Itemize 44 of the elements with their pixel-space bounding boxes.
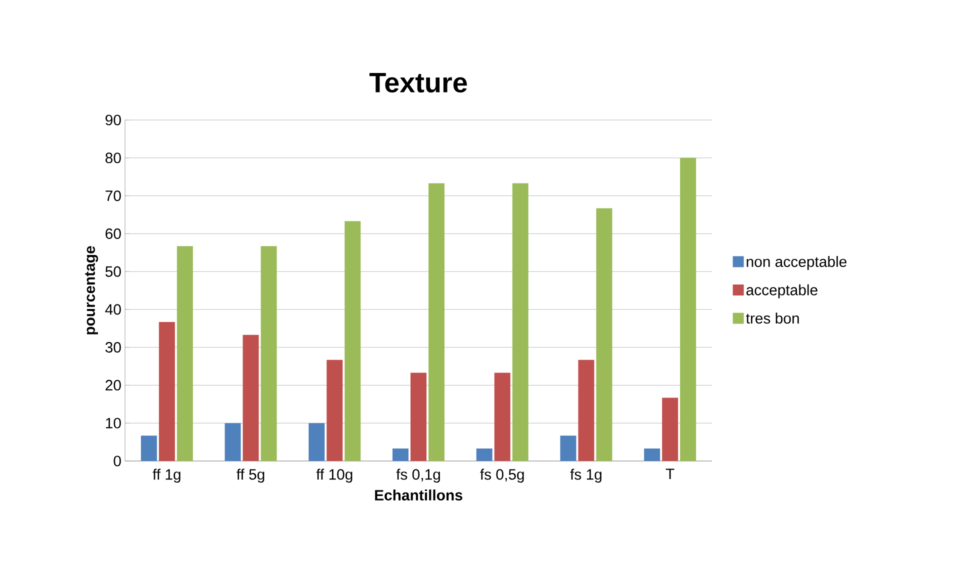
y-tick-label: 40: [105, 304, 121, 315]
y-tick-label: 80: [106, 152, 121, 164]
legend-label: non acceptable: [746, 256, 846, 270]
y-axis-title: pourcentage: [85, 246, 98, 334]
bar: [512, 183, 528, 461]
x-tick-label: ff 1g: [152, 468, 180, 483]
bar: [476, 448, 492, 461]
bar: [140, 436, 157, 461]
y-tick-label: 0: [114, 456, 121, 466]
bar: [680, 158, 696, 461]
y-tick-label: 20: [106, 380, 121, 391]
legend-label: acceptable: [746, 284, 818, 298]
bar: [260, 246, 277, 461]
legend-label: tres bon: [746, 312, 799, 324]
y-tick-label: 10: [106, 418, 121, 428]
x-tick-label: T: [666, 468, 674, 480]
bar: [578, 360, 594, 461]
bar: [242, 334, 259, 461]
y-tick-label: 90: [106, 114, 121, 126]
bar: [308, 423, 325, 461]
bar: [560, 436, 576, 461]
x-tick-label: fs 0,5g: [480, 468, 524, 483]
chart-title: Texture: [369, 73, 467, 93]
y-tick-label: 50: [105, 266, 121, 277]
bar: [662, 398, 678, 461]
bar: [392, 448, 408, 461]
y-tick-label: 30: [105, 342, 121, 353]
x-axis-title: Echantillons: [375, 490, 462, 500]
bar: [644, 448, 660, 461]
bar: [176, 246, 193, 461]
bar: [494, 372, 510, 461]
bar: [596, 208, 612, 461]
bar: [326, 360, 343, 461]
bar: [224, 423, 241, 461]
x-tick-label: ff 5g: [236, 468, 264, 483]
x-tick-label: fs 0,1g: [396, 468, 440, 483]
x-tick-label: fs 1g: [570, 468, 602, 483]
x-tick-label: ff 10g: [316, 468, 352, 483]
y-tick-label: 60: [106, 228, 121, 239]
bar: [344, 221, 361, 461]
bar: [410, 372, 426, 461]
bar: [428, 183, 444, 461]
bar: [158, 322, 175, 461]
y-tick-label: 70: [106, 190, 121, 202]
